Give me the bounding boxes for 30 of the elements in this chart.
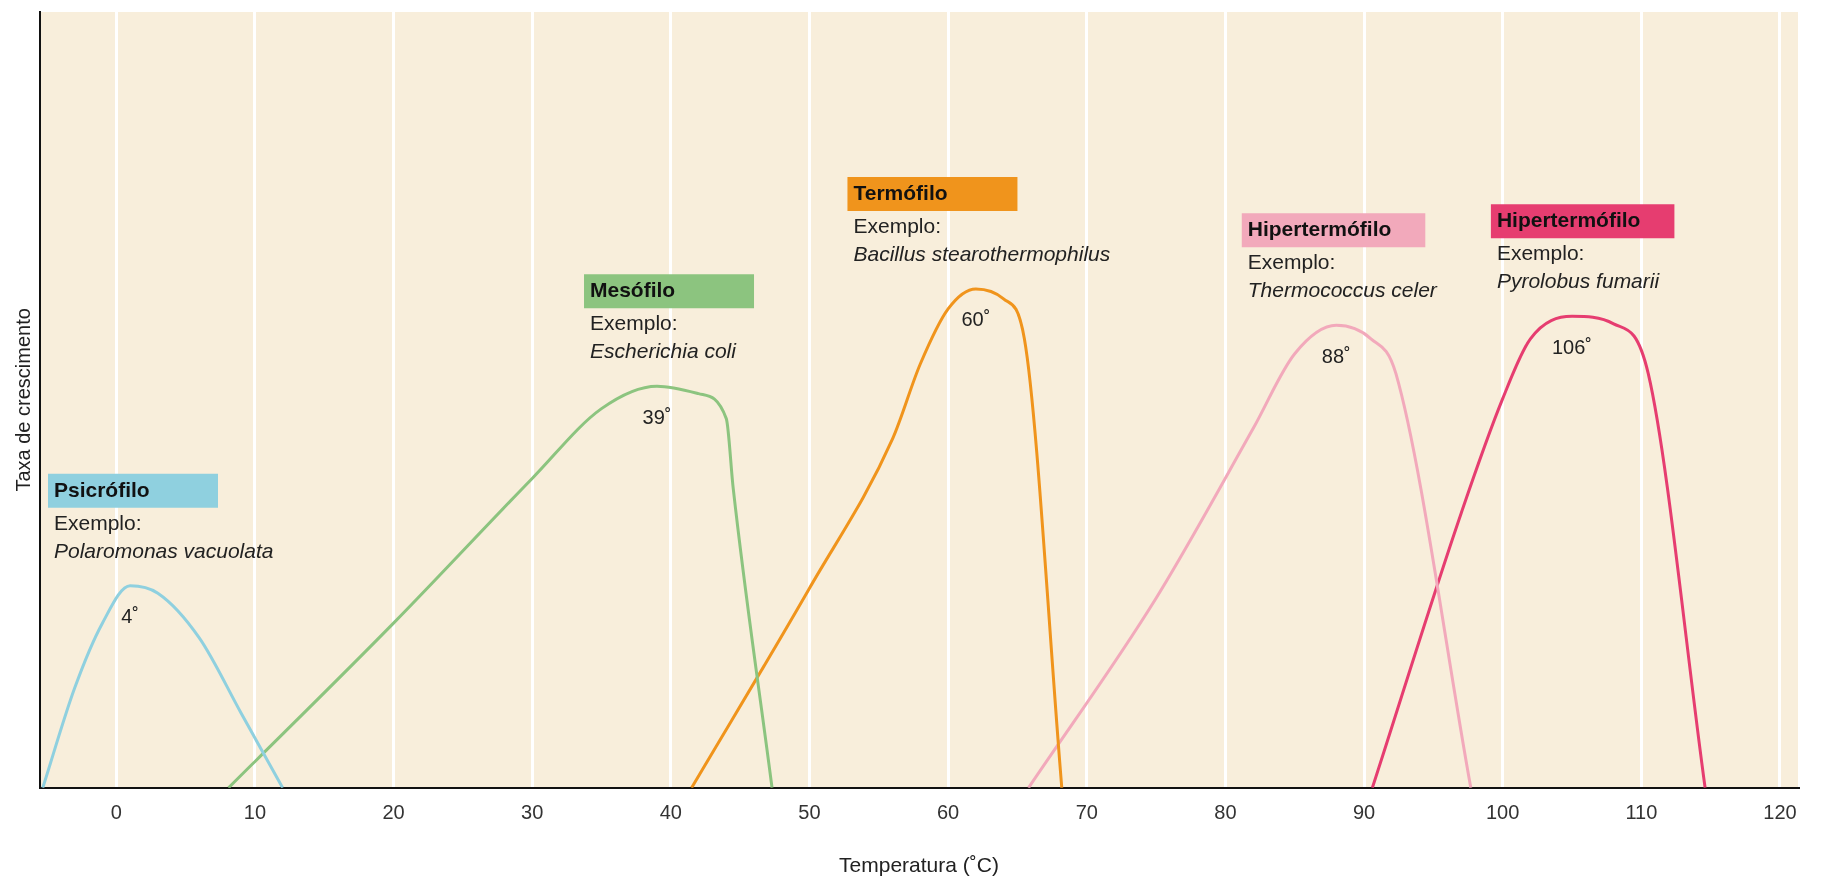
x-tick-label: 10 [243, 801, 267, 824]
x-tick-label: 100 [1486, 801, 1520, 824]
x-tick-label: 20 [382, 801, 405, 824]
annotation: 60˚ [961, 308, 991, 331]
annotation: 4˚ [121, 605, 140, 628]
annotation: Exemplo: Polaromonas vacuolata [54, 510, 274, 562]
x-tick-label: 60 [936, 801, 960, 824]
x-tick-label: 110 [1625, 801, 1658, 824]
x-tick-label: 50 [798, 801, 821, 824]
annotation: Exemplo: Pyrolobus fumarii [1496, 241, 1661, 293]
annotation: 88˚ [1321, 344, 1351, 367]
x-tick-label: 80 [1214, 801, 1237, 824]
x-tick-label: 90 [1352, 801, 1376, 824]
text: Hipertermófilo [1496, 208, 1641, 232]
annotation: Exemplo: Escherichia coli [590, 310, 738, 363]
text: Termófilo [853, 180, 948, 204]
x-tick-label: 0 [110, 801, 122, 824]
text: Psicrófilo [54, 477, 150, 501]
y-axis-title: Taxa de crescimento [11, 308, 34, 492]
x-tick-label: 30 [521, 801, 544, 824]
x-axis-title: Temperatura (˚C) [839, 853, 999, 877]
x-tick-label: 70 [1075, 801, 1098, 824]
annotation: Exemplo: Thermococcus celer [1247, 250, 1438, 302]
annotation: 39˚ [642, 405, 672, 428]
x-tick-label: 120 [1763, 801, 1797, 824]
text: Mesófilo [590, 277, 676, 301]
x-tick-label: 40 [659, 801, 682, 824]
annotation: 106˚ [1552, 335, 1593, 358]
text: Hipertermófilo [1247, 217, 1392, 241]
text: Exemplo: Bacillus stearothermophilus [853, 213, 1111, 265]
